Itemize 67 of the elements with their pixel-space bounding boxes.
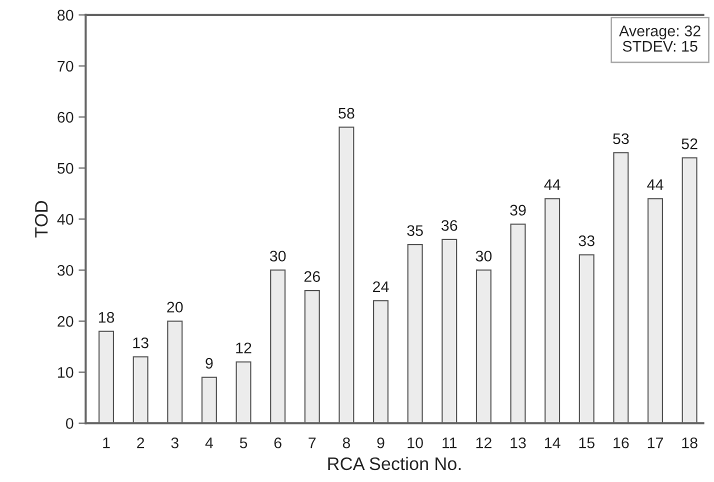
- data-label: 44: [647, 179, 664, 190]
- bar: [682, 157, 698, 424]
- y-tick-label: 40: [57, 214, 74, 225]
- bar: [578, 254, 594, 424]
- x-tick-label: 10: [408, 437, 423, 448]
- bar: [544, 198, 560, 424]
- data-label: 9: [206, 358, 213, 369]
- annotation: STDEV: 15: [622, 40, 698, 52]
- data-label: 12: [236, 342, 252, 354]
- bar: [510, 224, 526, 424]
- x-tick-label: 6: [274, 437, 282, 448]
- bar: [98, 330, 114, 424]
- data-label: 13: [133, 337, 148, 348]
- x-tick-label: 16: [614, 437, 629, 448]
- y-tick-label: 70: [58, 60, 74, 72]
- data-label: 18: [98, 312, 114, 323]
- data-label: 33: [578, 235, 594, 246]
- bar: [647, 198, 664, 424]
- bar: [373, 300, 389, 424]
- y-tick-label: 50: [57, 162, 74, 174]
- data-label: 36: [441, 220, 458, 231]
- x-tick-label: 5: [240, 438, 248, 448]
- bar: [338, 126, 354, 424]
- data-label: 30: [270, 250, 286, 262]
- data-label: 24: [373, 281, 389, 292]
- x-tick-label: 11: [442, 438, 457, 448]
- y-tick-label: 60: [58, 112, 74, 123]
- x-tick-label: 18: [682, 437, 698, 448]
- data-label: 52: [682, 138, 698, 150]
- data-label: 58: [338, 108, 354, 119]
- bar: [201, 376, 217, 424]
- data-label: 30: [476, 250, 492, 262]
- x-tick-label: 4: [205, 438, 214, 448]
- x-tick-label: 2: [137, 437, 144, 448]
- data-label: 53: [613, 133, 629, 144]
- x-tick-label: 13: [510, 437, 526, 448]
- bar: [476, 270, 492, 424]
- y-tick-label: 80: [58, 10, 74, 21]
- annotation: Average: 32: [619, 26, 700, 40]
- x-tick-label: 14: [544, 438, 560, 448]
- y-tick-label: 20: [58, 316, 74, 327]
- bar: [442, 238, 458, 424]
- y-tick-label: 10: [58, 367, 74, 378]
- bar: [236, 361, 252, 424]
- x-tick-label: 1: [103, 438, 110, 448]
- x-tick-label: 3: [171, 437, 178, 448]
- y-axis-title: TOD: [34, 201, 48, 238]
- bar: [407, 244, 423, 424]
- data-label: 26: [304, 271, 320, 282]
- data-label: 44: [544, 179, 560, 190]
- bar: [613, 152, 629, 424]
- data-label: 35: [407, 225, 423, 236]
- x-tick-label: 12: [476, 437, 492, 448]
- x-tick-label: 7: [308, 438, 316, 448]
- data-label: 39: [510, 204, 526, 216]
- bar: [167, 320, 183, 424]
- x-tick-label: 15: [579, 438, 594, 448]
- y-tick-label: 0: [66, 418, 74, 429]
- x-tick-label: 8: [342, 437, 350, 448]
- y-tick-label: 30: [57, 264, 74, 276]
- x-tick-label: 9: [377, 437, 384, 448]
- x-axis-title: RCA Section No.: [328, 456, 461, 470]
- bar: [304, 290, 320, 424]
- x-tick-label: 17: [648, 438, 663, 448]
- data-label: 20: [167, 302, 183, 313]
- bar: [270, 270, 286, 424]
- bar: [132, 356, 148, 424]
